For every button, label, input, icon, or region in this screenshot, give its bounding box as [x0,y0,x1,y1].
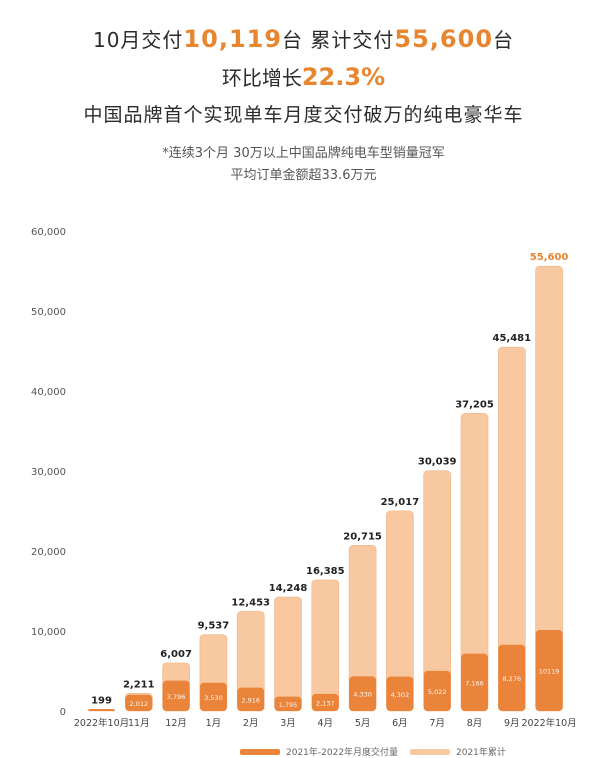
monthly-data-label: 7,166 [465,679,484,687]
x-tick-label: 2022年10月 [74,717,129,729]
y-tick-label: 10,000 [31,627,66,638]
legend-swatch-cumulative [410,749,450,755]
bar-monthly [274,696,302,711]
bar-monthly [237,687,265,711]
monthly-data-label: 3,530 [204,694,223,702]
headline-monthly-number: 10,119 [183,25,283,53]
cumulative-data-label: 14,248 [269,583,308,594]
legend-label-cumulative: 2021年累计 [456,748,506,758]
growth-number: 22.3% [301,63,386,91]
y-tick-label: 0 [60,707,66,718]
y-tick-label: 50,000 [31,307,66,318]
cumulative-data-label: 2,211 [123,679,155,690]
bar-chart: 0 10,000 20,000 30,000 40,000 50,000 60,000 199… [31,227,577,729]
y-tick-label: 20,000 [31,547,66,558]
cumulative-data-label: 199 [91,695,112,706]
bar-monthly [125,694,153,711]
headline-cumulative-number: 55,600 [394,25,494,53]
monthly-data-label: 1,795 [279,701,298,709]
headline-text-3: 台 [493,28,515,52]
headline-delivery: 10月交付10,119台 累计交付55,600台 [0,24,607,53]
subtitle: 中国品牌首个实现单车月度交付破万的纯电豪华车 [83,104,524,126]
y-tick-label: 40,000 [31,387,66,398]
monthly-data-label: 2,012 [129,700,148,708]
monthly-data-label: 4,302 [391,691,410,699]
headline-text-2: 台 累计交付 [282,28,395,52]
cumulative-data-label: 12,453 [231,597,270,608]
growth-text: 环比增长 [221,66,302,90]
monthly-data-label: 5,022 [428,688,447,696]
x-tick-label: 2月 [243,718,259,729]
cumulative-data-label: 20,715 [343,531,382,542]
cumulative-data-label: 55,600 [530,252,569,263]
monthly-data-label: 4,330 [353,691,372,699]
x-tick-label: 11月 [128,718,150,729]
cumulative-data-label: 45,481 [493,333,532,344]
legend-swatch-monthly [240,749,280,755]
x-tick-label: 5月 [355,718,371,729]
bar-monthly [498,644,526,711]
cumulative-data-label: 16,385 [306,566,345,577]
x-tick-label: 4月 [318,718,334,729]
bar-monthly [535,630,563,711]
x-tick-label: 3月 [280,718,296,729]
cumulative-data-label: 30,039 [418,457,457,468]
note-2: 平均订单金额超33.6万元 [230,168,377,183]
monthly-data-label: 10119 [539,668,560,676]
monthly-data-label: 2,137 [316,699,335,707]
bar-monthly [199,682,227,711]
legend: 2021年-2022年月度交付量 2021年累计 [0,745,607,758]
bar-monthly [162,680,190,711]
x-tick-label: 2022年10月 [521,717,576,729]
x-tick-label: 8月 [467,718,483,729]
bar-monthly [423,670,451,711]
x-tick-label: 9月 [504,718,520,729]
bar-cumulative [274,596,302,712]
bar-cumulative [311,579,340,712]
x-tick-label: 12月 [165,718,187,729]
y-tick-label: 60,000 [31,227,66,238]
cumulative-data-label: 6,007 [160,649,192,660]
monthly-data-label: 3,796 [167,693,186,701]
monthly-data-label: 8,276 [502,675,521,683]
note-1: *连续3个月 30万以上中国品牌纯电车型销量冠军 [162,146,445,161]
x-tick-label: 6月 [392,718,408,729]
cumulative-data-label: 25,017 [381,497,420,508]
x-tick-label: 1月 [206,718,222,729]
monthly-data-label: 2,916 [241,696,260,704]
bar-monthly [386,676,414,711]
y-tick-label: 30,000 [31,467,66,478]
headline-growth: 环比增长22.3% [0,62,607,91]
bar-monthly [461,653,488,711]
bar-monthly [349,676,377,711]
bar-monthly [88,709,115,711]
legend-label-monthly: 2021年-2022年月度交付量 [286,748,399,758]
x-tick-label: 7月 [429,718,445,729]
headline-text-1: 10月交付 [92,28,184,52]
cumulative-data-label: 37,205 [455,399,494,410]
cumulative-data-label: 9,537 [198,621,230,632]
bar-monthly [311,693,339,711]
